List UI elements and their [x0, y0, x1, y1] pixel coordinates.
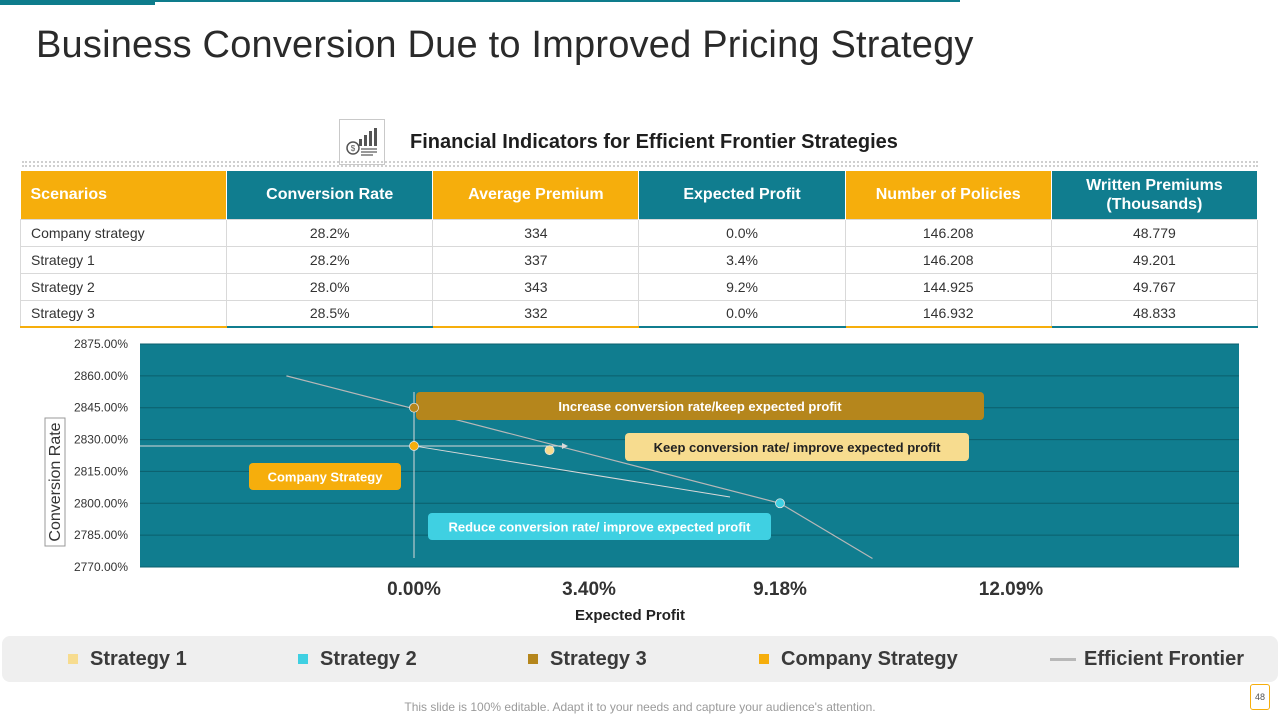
legend-swatch — [528, 654, 538, 664]
table-cell: 28.0% — [226, 272, 434, 301]
annotation-increase-conversion-label: Increase conversion rate/keep expected p… — [558, 399, 842, 414]
legend-swatch — [298, 654, 308, 664]
legend-label: Strategy 1 — [90, 647, 187, 670]
legend-label: Company Strategy — [781, 647, 958, 670]
data-point-strategy-1 — [544, 445, 555, 456]
legend-item-strategy-1: Strategy 1 — [68, 636, 187, 682]
guide-arrowhead — [562, 442, 568, 449]
top-accent-line — [155, 0, 960, 2]
table-row: Strategy 2 28.0% 343 9.2% 144.925 49.767 — [19, 272, 1259, 301]
legend-line-swatch — [1050, 657, 1076, 661]
table-cell: Strategy 2 — [19, 272, 228, 301]
table-cell: 343 — [432, 272, 640, 301]
legend-swatch — [68, 654, 78, 664]
table-cell: 48.779 — [1050, 218, 1259, 247]
annotation-reduce-conversion-box — [428, 513, 771, 540]
table-cell: 146.208 — [844, 218, 1052, 247]
diagonal-guide-line — [413, 445, 731, 498]
table-cell: 28.5% — [226, 299, 434, 328]
legend-item-strategy-2: Strategy 2 — [298, 636, 417, 682]
table-row: Strategy 1 28.2% 337 3.4% 146.208 49.201 — [19, 245, 1259, 274]
efficient-frontier-chart: 2875.00% 2860.00% 2845.00% 2830.00% 2815.00%… — [44, 337, 1239, 624]
dotted-divider — [22, 161, 1258, 167]
header-written-premiums: Written Premiums (Thousands) — [1051, 171, 1259, 219]
annotation-increase-conversion-box — [416, 392, 984, 420]
annotation-company-strategy-label: Company Strategy — [268, 470, 384, 485]
data-point-company-strategy — [409, 441, 419, 451]
table-cell: Strategy 1 — [19, 245, 228, 274]
y-tick-label: 2800.00% — [74, 496, 128, 510]
y-tick-label: 2785.00% — [74, 528, 128, 542]
financial-report-icon: $ — [339, 119, 385, 165]
x-tick-label: 3.40% — [562, 579, 616, 600]
header-number-of-policies: Number of Policies — [845, 171, 1052, 219]
top-accent-bar — [0, 0, 155, 5]
y-tick-label: 2860.00% — [74, 369, 128, 383]
table-cell: Company strategy — [19, 218, 228, 247]
table-cell: 9.2% — [638, 272, 846, 301]
svg-text:$: $ — [351, 144, 356, 153]
table-cell: 146.208 — [844, 245, 1052, 274]
financial-indicators-table: Scenarios Conversion Rate Average Premiu… — [19, 171, 1259, 328]
table-cell: Strategy 3 — [19, 299, 228, 328]
annotation-keep-conversion-box — [625, 433, 969, 461]
legend-label: Strategy 2 — [320, 647, 417, 670]
y-tick-label: 2830.00% — [74, 433, 128, 447]
legend-swatch — [759, 654, 769, 664]
table-row: Company strategy 28.2% 334 0.0% 146.208 … — [19, 218, 1259, 247]
legend-item-company-strategy: Company Strategy — [759, 636, 958, 682]
header-expected-profit: Expected Profit — [638, 171, 846, 219]
annotation-keep-conversion-label: Keep conversion rate/ improve expected p… — [654, 440, 941, 455]
table-header-row: Scenarios Conversion Rate Average Premiu… — [20, 171, 1259, 219]
y-tick-label: 2875.00% — [74, 337, 128, 351]
footer-note: This slide is 100% editable. Adapt it to… — [404, 700, 876, 714]
y-tick-label: 2770.00% — [74, 560, 128, 574]
slide-title: Business Conversion Due to Improved Pric… — [36, 24, 974, 66]
table-cell: 337 — [432, 245, 640, 274]
table-cell: 144.925 — [844, 272, 1052, 301]
x-tick-label: 12.09% — [979, 579, 1044, 600]
table-cell: 332 — [432, 299, 640, 328]
page-number: 48 — [1250, 684, 1270, 710]
legend-item-strategy-3: Strategy 3 — [528, 636, 647, 682]
table-cell: 0.0% — [638, 299, 846, 328]
x-axis-title: Expected Profit — [575, 607, 685, 624]
x-tick-label: 9.18% — [753, 579, 807, 600]
annotation-company-strategy-box — [249, 463, 401, 490]
table-row: Strategy 3 28.5% 332 0.0% 146.932 48.833 — [19, 299, 1259, 328]
table-cell: 49.767 — [1050, 272, 1259, 301]
annotation-reduce-conversion-label: Reduce conversion rate/ improve expected… — [449, 520, 752, 535]
header-scenarios: Scenarios — [20, 171, 228, 219]
header-conversion-rate: Conversion Rate — [226, 171, 434, 219]
table-cell: 146.932 — [844, 299, 1052, 328]
x-tick-label: 0.00% — [387, 579, 441, 600]
table-cell: 0.0% — [638, 218, 846, 247]
table-cell: 28.2% — [226, 245, 434, 274]
header-average-premium: Average Premium — [432, 171, 640, 219]
legend-label: Strategy 3 — [550, 647, 647, 670]
data-point-strategy-3 — [409, 402, 419, 413]
section-heading: Financial Indicators for Efficient Front… — [410, 131, 898, 153]
table-cell: 28.2% — [226, 218, 434, 247]
table-cell: 334 — [432, 218, 640, 247]
legend-item-efficient-frontier: Efficient Frontier — [1050, 636, 1244, 682]
table-cell: 3.4% — [638, 245, 846, 274]
legend-label: Efficient Frontier — [1084, 647, 1245, 670]
y-axis-title: Conversion Rate — [47, 422, 64, 541]
table-cell: 49.201 — [1050, 245, 1259, 274]
y-tick-label: 2815.00% — [74, 464, 128, 478]
y-tick-label: 2845.00% — [74, 401, 128, 415]
table-cell: 48.833 — [1050, 299, 1259, 328]
chart-legend: Strategy 1 Strategy 2 Strategy 3 Company… — [2, 636, 1278, 682]
data-point-strategy-2 — [775, 498, 785, 509]
y-axis-title-box — [44, 417, 66, 547]
